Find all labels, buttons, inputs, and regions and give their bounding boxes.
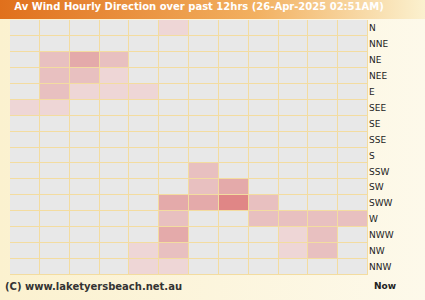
svg-text:NNE: NNE [369, 39, 388, 49]
svg-text:N: N [369, 23, 376, 33]
svg-text:Now: Now [374, 281, 396, 291]
svg-text:E: E [369, 87, 375, 97]
svg-text:S: S [369, 151, 375, 161]
svg-text:NEE: NEE [369, 71, 387, 81]
svg-text:NWW: NWW [369, 230, 394, 240]
svg-text:NE: NE [369, 55, 382, 65]
svg-text:SW: SW [369, 182, 384, 192]
svg-text:NW: NW [369, 246, 385, 256]
svg-text:SWW: SWW [369, 198, 393, 208]
svg-text:SSW: SSW [369, 167, 389, 177]
svg-text:SE: SE [369, 119, 381, 129]
svg-text:NNW: NNW [369, 262, 391, 272]
svg-text:SSE: SSE [369, 135, 386, 145]
svg-text:W: W [369, 214, 378, 224]
svg-text:(C) www.laketyersbeach.net.au: (C) www.laketyersbeach.net.au [5, 281, 182, 292]
svg-text:SEE: SEE [369, 103, 386, 113]
svg-text:Av Wind Hourly Direction over: Av Wind Hourly Direction over past 12hrs… [14, 1, 384, 12]
